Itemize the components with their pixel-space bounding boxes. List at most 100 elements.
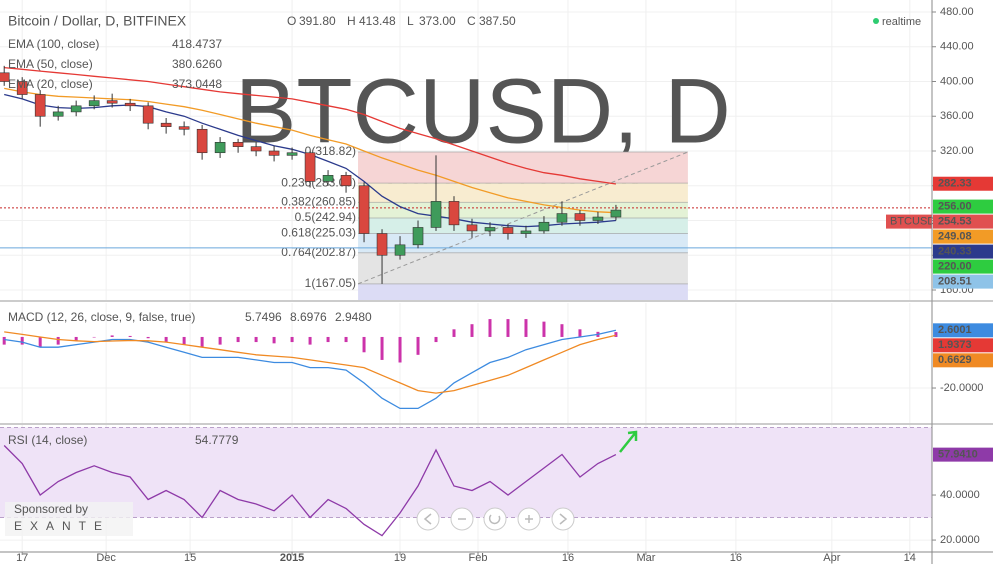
ema-line: [4, 66, 616, 185]
price-label-text: 2.6001: [938, 324, 972, 336]
histogram-bar: [218, 336, 222, 345]
macd-line: [4, 329, 617, 410]
candle-body: [286, 152, 298, 156]
candle-body: [268, 150, 280, 156]
x-tick-label: 2015: [280, 552, 304, 564]
histogram-bar: [2, 336, 6, 345]
candle-body: [466, 224, 478, 232]
histogram-bar: [578, 329, 582, 337]
x-tick-label: Dec: [96, 552, 116, 564]
price-label: [933, 323, 993, 338]
histogram-bar: [146, 336, 150, 339]
scroll-left-button[interactable]: [416, 507, 440, 531]
histogram-bar: [524, 319, 528, 337]
candle-body: [88, 100, 100, 107]
legend-value: 2.9480: [335, 310, 372, 324]
x-tick-label: 16: [562, 552, 574, 564]
candle-body: [610, 209, 622, 218]
histogram-bar: [254, 336, 258, 343]
histogram-bar: [470, 324, 474, 337]
candle-body: [70, 105, 82, 113]
rsi-band: [0, 427, 932, 518]
candle-body: [430, 201, 442, 228]
y-tick-label: 480.00: [940, 6, 974, 18]
candle-body: [232, 142, 244, 147]
fib-band: [358, 183, 688, 203]
price-label-text: 1.9373: [938, 339, 972, 351]
x-tick-label: 15: [184, 552, 196, 564]
sponsor-box: [5, 502, 133, 536]
price-label: [933, 244, 993, 259]
y-tick-label: 20.0000: [940, 534, 980, 546]
fib-label: 0(318.82): [305, 144, 356, 158]
candle-body: [520, 230, 532, 234]
price-label: [933, 447, 993, 462]
candle-body: [106, 100, 118, 104]
histogram-bar: [182, 336, 186, 345]
navigation-buttons: [416, 507, 575, 531]
histogram-bar: [416, 336, 420, 355]
candle-body: [214, 142, 226, 154]
fib-label: 0.236(283.00): [281, 175, 356, 189]
fib-band: [358, 233, 688, 253]
candle-body: [412, 227, 424, 246]
candle-body: [304, 152, 316, 182]
histogram-bar: [290, 336, 294, 343]
legend-entry: EMA (50, close): [8, 57, 93, 71]
fib-label: 0.618(225.03): [281, 226, 356, 240]
candle-body: [340, 175, 352, 187]
histogram-bar: [506, 319, 510, 337]
legend-value: 54.7779: [195, 433, 239, 447]
histogram-bar: [128, 335, 132, 337]
histogram-bar: [308, 336, 312, 345]
price-label: [933, 229, 993, 244]
price-label: [933, 338, 993, 353]
price-label-text: 249.08: [938, 231, 972, 243]
legend-value: 380.6260: [172, 57, 222, 71]
price-label: [933, 259, 993, 274]
price-label-text: 0.6629: [938, 354, 972, 366]
pane-title: MACD (12, 26, close, 9, false, true): [8, 310, 195, 324]
ema-line: [4, 87, 616, 214]
annotation-arrow: [619, 430, 638, 453]
histogram-bar: [362, 336, 366, 353]
price-label: [933, 176, 993, 191]
candle-body: [556, 213, 568, 223]
x-tick-label: 14: [904, 552, 916, 564]
sponsor-name: EXANTE: [14, 519, 110, 533]
scroll-right-button[interactable]: [551, 507, 575, 531]
pane: -20.0000 MACD (12, 26, close, 9, false, t…: [0, 303, 993, 423]
ohlc-label: O: [287, 14, 296, 28]
histogram-bar: [614, 332, 618, 337]
candle-body: [52, 111, 64, 117]
histogram-bar: [560, 324, 564, 337]
histogram-bar: [236, 336, 240, 343]
fib-label: 0.5(242.94): [295, 210, 356, 224]
reset-button[interactable]: [483, 507, 507, 531]
y-tick-label: 40.0000: [940, 489, 980, 501]
fib-label: 0.764(202.87): [281, 245, 356, 259]
price-label-text: 220.00: [938, 261, 972, 273]
x-tick-label: Mar: [636, 552, 655, 564]
price-tag: [886, 214, 932, 229]
ohlc-label: C: [467, 14, 476, 28]
candle-body: [160, 122, 172, 127]
histogram-bar: [20, 336, 24, 345]
legend-value: 8.6976: [290, 310, 327, 324]
button-icons: [423, 513, 568, 525]
ohlc-value: 413.48: [359, 14, 396, 28]
rsi-line: [3, 445, 617, 537]
candle-body: [376, 233, 388, 256]
candle-body: [358, 185, 370, 234]
legend-entry: EMA (20, close): [8, 77, 93, 91]
x-tick-label: Apr: [823, 552, 840, 564]
histogram-bar: [398, 336, 402, 363]
candle-body: [538, 221, 550, 232]
histogram-bar: [272, 336, 276, 344]
price-tag-name: BTCUSD: [890, 216, 935, 228]
y-tick-label: 400.00: [940, 75, 974, 87]
candle-body: [574, 213, 586, 221]
price-label-text: 254.53: [938, 216, 972, 228]
histogram-bar: [200, 336, 204, 348]
